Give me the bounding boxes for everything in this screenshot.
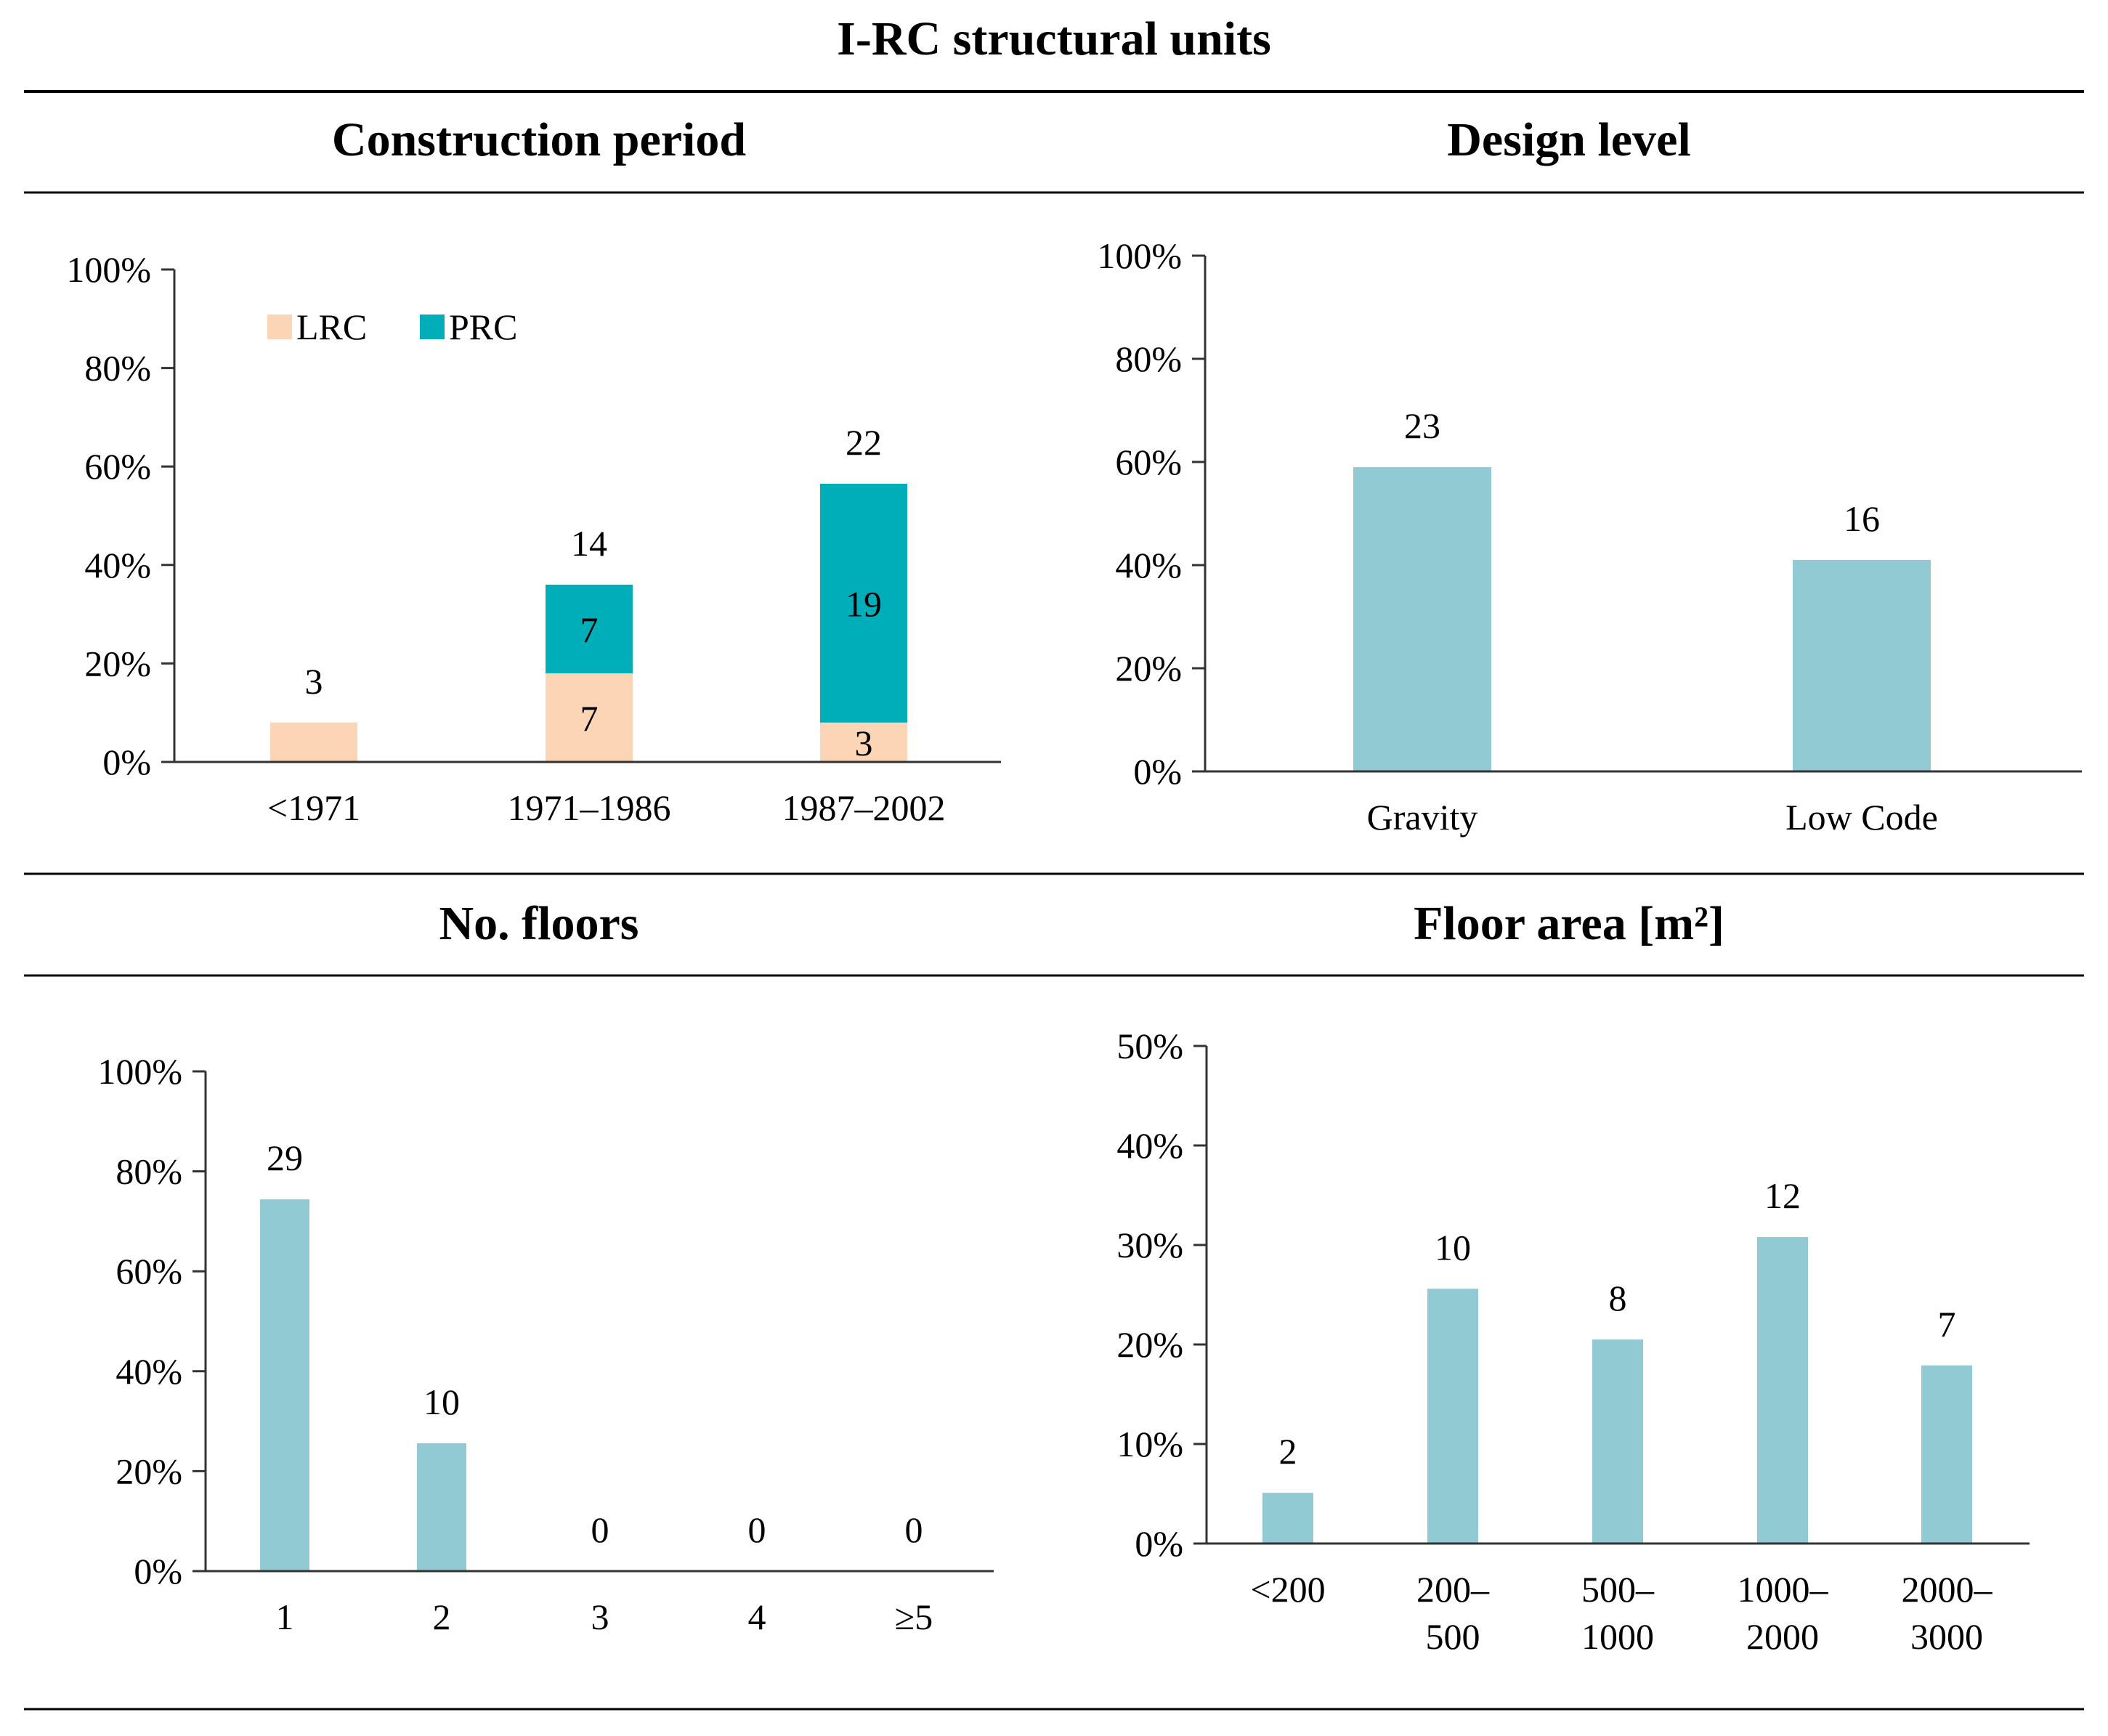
- bar-value-label: 16: [1844, 498, 1880, 539]
- bar-value-label: 0: [748, 1509, 766, 1550]
- bar-value-label: 29: [267, 1137, 303, 1178]
- x-tick-label: 4: [748, 1597, 766, 1637]
- bar-prc: [820, 483, 907, 723]
- panel-title-floor-area: Floor area [m²]: [1414, 897, 1724, 950]
- floor-area-chart: 0% 10% 20% 30% 40% 50% 2 10 8 12 7 <200 200– 500 500– 1…: [1116, 1026, 2030, 1657]
- x-tick-label: 1000: [1581, 1616, 1654, 1657]
- bar-value-label: 10: [1435, 1227, 1471, 1267]
- x-tick-label: 200–: [1416, 1569, 1490, 1610]
- y-tick-label: 0%: [1133, 751, 1182, 792]
- x-tick-label: 1: [276, 1597, 294, 1637]
- bar: [1757, 1237, 1808, 1544]
- y-tick-label: 80%: [1115, 338, 1182, 379]
- y-tick-label: 20%: [1116, 1324, 1183, 1365]
- x-tick-label: Low Code: [1785, 797, 1938, 837]
- y-tick-label: 40%: [1116, 1125, 1183, 1166]
- bar: [1353, 467, 1491, 771]
- y-tick-label: 60%: [1115, 442, 1182, 482]
- figure-title: I-RC structural units: [837, 12, 1271, 65]
- x-tick-label: <200: [1250, 1569, 1325, 1610]
- x-tick-label: ≥5: [895, 1597, 933, 1637]
- y-tick-label: 100%: [97, 1051, 182, 1092]
- bar: [1427, 1289, 1478, 1544]
- y-tick-label: 40%: [1115, 545, 1182, 585]
- bar: [1262, 1493, 1313, 1544]
- no-floors-chart: 0% 20% 40% 60% 80% 100% 29 10 0 0 0 1 2 3 4 ≥5: [97, 1051, 994, 1637]
- x-tick-label: 2: [433, 1597, 451, 1637]
- bar-segment-label: 3: [855, 723, 873, 763]
- panel-title-design-level: Design level: [1447, 113, 1690, 166]
- bar-total-label: 14: [571, 523, 607, 564]
- y-tick-label: 40%: [84, 545, 151, 585]
- legend-swatch-prc: [420, 315, 445, 339]
- bar: [260, 1199, 309, 1571]
- x-tick-label: 500–: [1581, 1569, 1655, 1610]
- x-tick-label: 500: [1426, 1616, 1480, 1657]
- x-tick-label: 2000–: [1902, 1569, 1993, 1610]
- y-tick-label: 30%: [1116, 1225, 1183, 1265]
- bar-segment-label: 19: [846, 583, 882, 624]
- x-tick-label: Gravity: [1367, 797, 1478, 837]
- x-tick-label: <1971: [267, 787, 360, 828]
- bar-value-label: 7: [1938, 1304, 1956, 1344]
- y-tick-label: 80%: [115, 1151, 182, 1192]
- bar-lrc: [546, 673, 633, 762]
- bar: [1921, 1365, 1972, 1544]
- x-tick-label: 1971–1986: [508, 787, 671, 828]
- y-tick-label: 20%: [115, 1451, 182, 1491]
- bar-value-label: 0: [905, 1509, 923, 1550]
- y-tick-label: 80%: [84, 348, 151, 389]
- y-tick-label: 60%: [115, 1251, 182, 1291]
- bar-value-label: 0: [591, 1509, 609, 1550]
- y-tick-label: 100%: [1097, 235, 1182, 276]
- y-tick-label: 20%: [84, 643, 151, 684]
- bar: [1592, 1339, 1643, 1544]
- bar-value-label: 8: [1609, 1278, 1627, 1318]
- x-tick-label: 1000–: [1738, 1569, 1829, 1610]
- bar-segment-label: 7: [580, 698, 599, 739]
- y-tick-label: 60%: [84, 446, 151, 487]
- y-tick-label: 100%: [66, 249, 151, 290]
- y-tick-label: 0%: [1135, 1523, 1183, 1564]
- bar-total-label: 22: [846, 422, 882, 463]
- bar-segment-label: 7: [580, 609, 599, 650]
- bar-lrc: [820, 722, 907, 762]
- bar: [417, 1443, 466, 1571]
- bar-value-label: 2: [1279, 1431, 1297, 1472]
- bar: [1793, 559, 1931, 771]
- y-tick-label: 50%: [1116, 1026, 1183, 1066]
- y-tick-label: 0%: [102, 742, 151, 782]
- panel-title-construction-period: Construction period: [332, 113, 746, 166]
- legend-swatch-lrc: [267, 315, 292, 339]
- legend-label-prc: PRC: [449, 307, 518, 347]
- bar-value-label: 10: [423, 1382, 460, 1422]
- bar-prc: [546, 584, 633, 673]
- x-tick-label: 3000: [1910, 1616, 1983, 1657]
- design-level-chart: 0% 20% 40% 60% 80% 100% 23 16 Gravity Low Code: [1097, 235, 2082, 837]
- bar-value-label: 12: [1764, 1175, 1801, 1216]
- x-tick-label: 1987–2002: [782, 787, 946, 828]
- x-tick-label: 3: [591, 1597, 609, 1637]
- bar-total-label: 3: [305, 661, 323, 702]
- y-tick-label: 40%: [115, 1351, 182, 1392]
- y-tick-label: 0%: [134, 1551, 182, 1591]
- x-tick-label: 2000: [1746, 1616, 1819, 1657]
- construction-period-chart: 0% 20% 40% 60% 80% 100% 3 7 7 14 3 19 22 LRC PRC <1971 1…: [66, 249, 1001, 828]
- y-tick-label: 20%: [1115, 648, 1182, 689]
- panel-title-no-floors: No. floors: [439, 897, 639, 950]
- y-tick-label: 10%: [1116, 1424, 1183, 1464]
- legend-label-lrc: LRC: [296, 307, 367, 347]
- bar-value-label: 23: [1404, 405, 1440, 446]
- bar-lrc: [270, 722, 357, 762]
